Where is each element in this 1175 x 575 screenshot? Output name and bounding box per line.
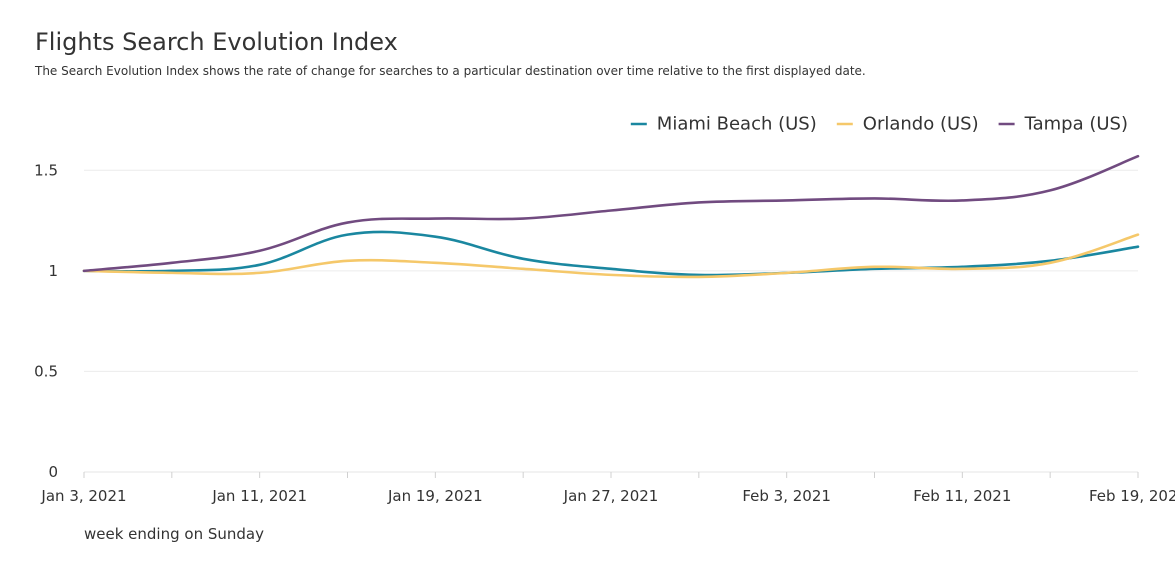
series-line-tampa-us — [82, 154, 1140, 273]
x-tick-label: Feb 19, 2021 — [1089, 487, 1175, 505]
legend-item[interactable]: Miami Beach (US) — [630, 114, 817, 135]
x-axis-title: week ending on Sunday — [84, 525, 264, 543]
legend-label: Orlando (US) — [863, 114, 979, 135]
series-line-orlando-us — [82, 233, 1140, 279]
legend[interactable]: Miami Beach (US) Orlando (US) Tampa (US) — [630, 114, 1128, 135]
series-lines — [82, 154, 1140, 279]
y-axis: 0 0.5 1 1.5 — [34, 161, 58, 481]
y-tick-label: 0 — [48, 463, 58, 481]
chart-subtitle: The Search Evolution Index shows the rat… — [35, 64, 866, 78]
x-tick-label: Jan 3, 2021 — [40, 487, 126, 505]
x-tick-label: Jan 19, 2021 — [387, 487, 483, 505]
legend-item[interactable]: Orlando (US) — [836, 114, 979, 135]
legend-item[interactable]: Tampa (US) — [998, 114, 1128, 135]
x-axis: Jan 3, 2021 Jan 11, 2021 Jan 19, 2021 Jan 2… — [40, 471, 1175, 505]
x-tick-label: Feb 11, 2021 — [913, 487, 1011, 505]
legend-label: Tampa (US) — [1024, 114, 1128, 135]
y-tick-label: 1.5 — [34, 161, 58, 179]
x-tick-label: Jan 11, 2021 — [211, 487, 307, 505]
legend-label: Miami Beach (US) — [657, 114, 817, 135]
y-tick-label: 1 — [48, 262, 58, 280]
series-line-miami-beach-us — [82, 230, 1140, 277]
chart-title: Flights Search Evolution Index — [35, 28, 398, 56]
x-tick-label: Feb 3, 2021 — [742, 487, 831, 505]
gridlines — [84, 169, 1138, 372]
x-tick-label: Jan 27, 2021 — [563, 487, 659, 505]
y-tick-label: 0.5 — [34, 362, 58, 380]
